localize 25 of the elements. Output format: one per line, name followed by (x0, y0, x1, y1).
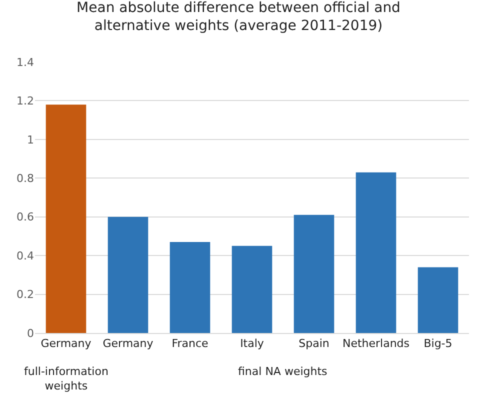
bar (418, 267, 458, 333)
y-tick-label: 1.4 (16, 56, 34, 69)
x-tick-label: Spain (298, 337, 330, 350)
y-tick-label: 1 (27, 133, 34, 146)
y-tick-label: 0 (27, 326, 34, 340)
y-tick-label: 0.8 (16, 172, 34, 185)
x-tick-label: Germany (102, 337, 154, 350)
bar (46, 104, 86, 333)
x-tick-label: Big-5 (424, 337, 452, 350)
x-tick-label: Germany (40, 337, 92, 350)
x-tick-label: Netherlands (342, 337, 410, 350)
y-tick-label: 0.6 (16, 210, 34, 224)
x-tick-label: France (172, 337, 209, 350)
bar (356, 172, 396, 333)
chart-title: Mean absolute difference between official and alternative weights (average 2011-2019) (76, 0, 400, 34)
bar (232, 246, 272, 333)
y-tick-label: 0.4 (16, 249, 34, 262)
text: final NA weights (238, 365, 328, 378)
bar (294, 214, 334, 333)
text: full-information weights (24, 365, 108, 392)
y-tick-label: 0.2 (16, 288, 34, 302)
bar (170, 242, 210, 333)
x-tick-label: Italy (240, 337, 264, 350)
y-tick-label: 1.2 (16, 94, 34, 108)
bar (108, 216, 148, 333)
